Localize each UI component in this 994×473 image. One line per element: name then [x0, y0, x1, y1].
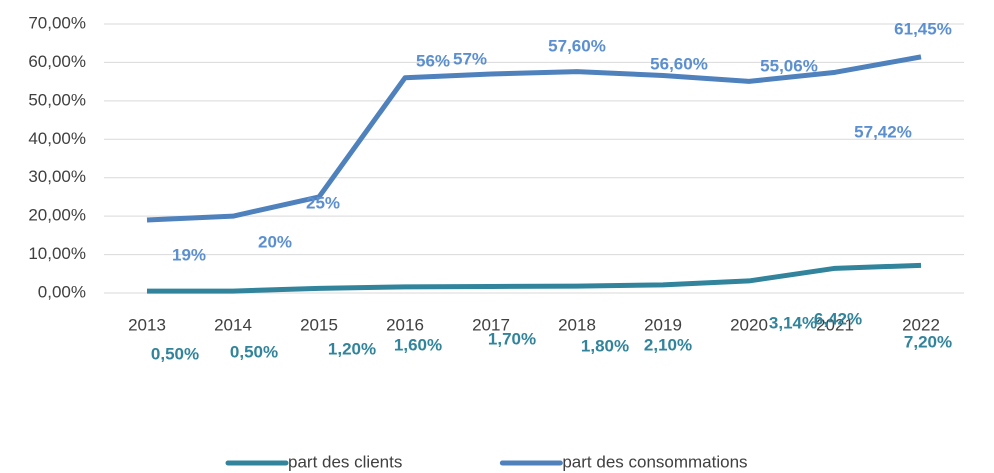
data-label: 56,60%	[650, 54, 708, 73]
x-tick-label: 2019	[644, 315, 682, 334]
x-tick-label: 2020	[730, 315, 768, 334]
data-label: 55,06%	[760, 56, 818, 75]
x-tick-label: 2016	[386, 315, 424, 334]
data-label: 0,50%	[151, 344, 199, 363]
x-tick-label: 2013	[128, 315, 166, 334]
y-tick-label: 40,00%	[28, 129, 86, 148]
data-label: 3,14%	[769, 313, 817, 332]
series-line	[146, 54, 922, 223]
x-tick-label: 2022	[902, 315, 940, 334]
data-label: 56%	[416, 51, 450, 70]
data-label: 6,42%	[814, 309, 862, 328]
data-label: 2,10%	[644, 335, 692, 354]
x-tick-label: 2018	[558, 315, 596, 334]
data-label: 25%	[306, 193, 340, 212]
legend-label: part des clients	[288, 452, 402, 471]
data-label: 57,42%	[854, 122, 912, 141]
data-label: 1,20%	[328, 339, 376, 358]
data-label: 57%	[453, 49, 487, 68]
y-tick-label: 70,00%	[28, 13, 86, 32]
y-tick-label: 10,00%	[28, 244, 86, 263]
y-tick-label: 50,00%	[28, 90, 86, 109]
y-tick-label: 20,00%	[28, 206, 86, 225]
x-tick-label: 2021	[816, 315, 854, 334]
x-tick-label: 2015	[300, 315, 338, 334]
data-label: 1,80%	[581, 336, 629, 355]
data-label: 0,50%	[230, 342, 278, 361]
legend-label: part des consommations	[562, 452, 747, 471]
data-label: 20%	[258, 232, 292, 251]
x-tick-label: 2017	[472, 315, 510, 334]
data-label: 7,20%	[904, 332, 952, 351]
y-tick-label: 30,00%	[28, 167, 86, 186]
data-label: 57,60%	[548, 36, 606, 55]
y-tick-label: 0,00%	[38, 282, 86, 301]
data-label: 61,45%	[894, 19, 952, 38]
data-label: 1,70%	[488, 329, 536, 348]
y-tick-label: 60,00%	[28, 52, 86, 71]
data-label: 19%	[172, 245, 206, 264]
x-tick-label: 2014	[214, 315, 252, 334]
series-line	[147, 262, 922, 294]
data-label: 1,60%	[394, 335, 442, 354]
